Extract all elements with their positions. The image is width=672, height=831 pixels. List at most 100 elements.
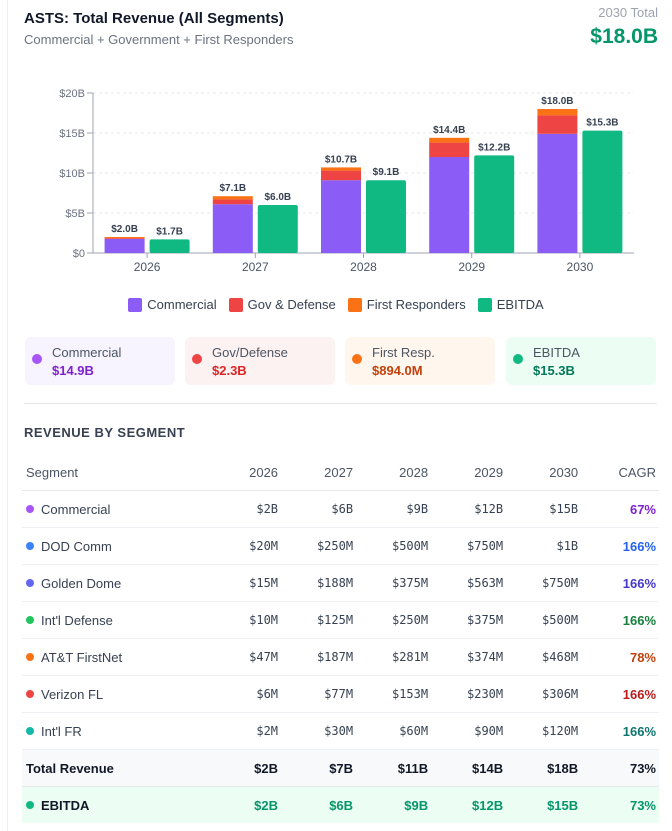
- card-dot: [352, 354, 362, 364]
- legend-label: Gov & Defense: [247, 297, 336, 312]
- bar-gov-defense: [537, 115, 578, 134]
- ebitda-label: $1.7B: [156, 226, 183, 237]
- bar-gov-defense: [212, 199, 253, 205]
- x-tick-label: 2030: [567, 260, 594, 274]
- summary-card-first-resp-: First Resp. $894.0M: [345, 337, 495, 385]
- segment-label: Int'l FR: [41, 723, 82, 739]
- segment-name: Total Revenue: [22, 749, 220, 787]
- value-cell: $18B: [506, 749, 582, 787]
- page-title: ASTS: Total Revenue (All Segments): [24, 10, 284, 27]
- value-cell: $500M: [356, 527, 432, 565]
- segment-name: Commercial: [22, 490, 220, 528]
- bar-ebitda: [582, 130, 623, 253]
- segment-label: Verizon FL: [41, 686, 104, 702]
- legend-item: EBITDA: [477, 297, 544, 312]
- card-dot: [513, 354, 523, 364]
- card-value: $894.0M: [372, 363, 423, 378]
- table-row: Golden Dome $15M $188M $375M $563M $750M 166%: [22, 564, 659, 602]
- value-cell: $90M: [431, 712, 507, 750]
- table-header-row: Segment 2026 2027 2028 2029 2030 CAGR: [22, 455, 659, 491]
- bar-commercial: [429, 157, 470, 253]
- value-cell: $14B: [431, 749, 507, 787]
- table-row: AT&T FirstNet $47M $187M $281M $374M $468M 78%: [22, 638, 659, 676]
- legend-swatch: [128, 297, 143, 312]
- value-cell: $20M: [219, 527, 282, 565]
- segment-label: AT&T FirstNet: [41, 649, 123, 665]
- value-cell: $250M: [281, 527, 357, 565]
- segment-table: Segment 2026 2027 2028 2029 2030 CAGR Commerci…: [22, 455, 659, 823]
- cagr-cell: 73%: [581, 749, 659, 787]
- segment-name: Int'l Defense: [22, 601, 220, 639]
- bar-first-responders: [212, 196, 253, 200]
- bar-ebitda: [149, 239, 190, 253]
- x-tick-label: 2027: [242, 260, 269, 274]
- total-label: 2030 Total: [598, 5, 658, 20]
- segment-name: DOD Comm: [22, 527, 220, 565]
- bar-gov-defense: [429, 142, 470, 157]
- value-cell: $12B: [431, 786, 507, 823]
- stack-total-label: $7.1B: [219, 183, 246, 194]
- legend-swatch: [228, 297, 243, 312]
- segment-dot: [26, 505, 34, 514]
- y-tick-label: $15B: [59, 128, 85, 140]
- card-value: $15.3B: [533, 363, 575, 378]
- column-header: 2027: [281, 455, 357, 491]
- value-cell: $2B: [219, 490, 282, 528]
- cagr-cell: 166%: [581, 675, 659, 713]
- bar-first-responders: [321, 167, 361, 171]
- table-row: Int'l Defense $10M $125M $250M $375M $500M 166…: [22, 601, 659, 639]
- card-label: EBITDA: [533, 345, 580, 360]
- column-header: CAGR: [581, 455, 659, 491]
- legend-label: First Responders: [366, 297, 466, 312]
- segment-label: Total Revenue: [26, 760, 114, 776]
- value-cell: $2B: [219, 749, 282, 787]
- legend-swatch: [477, 297, 492, 312]
- revenue-bar-chart: $0 $5B $10B $15B $20B $2.0B $1.7B 2026 $7.1B $6.0…: [59, 88, 634, 274]
- ebitda-label: $9.1B: [373, 167, 400, 178]
- left-border: [7, 0, 8, 831]
- card-dot: [192, 354, 202, 364]
- value-cell: $2B: [219, 786, 282, 823]
- value-cell: $500M: [506, 601, 582, 639]
- segment-label: Int'l Defense: [41, 612, 113, 628]
- card-label: Gov/Defense: [212, 345, 288, 360]
- value-cell: $2M: [219, 712, 282, 750]
- section-divider: [24, 403, 657, 404]
- value-cell: $1B: [506, 527, 582, 565]
- segment-label: Golden Dome: [41, 575, 122, 591]
- bar-ebitda: [257, 205, 298, 253]
- legend-item: Commercial: [128, 297, 217, 312]
- segment-dot: [26, 542, 34, 551]
- bar-first-responders: [104, 237, 145, 239]
- card-value: $2.3B: [212, 363, 247, 378]
- segment-label: Commercial: [41, 501, 111, 517]
- bar-commercial: [537, 133, 578, 253]
- bar-first-responders: [429, 137, 470, 143]
- value-cell: $60M: [356, 712, 432, 750]
- column-header: 2026: [219, 455, 282, 491]
- segment-dot: [26, 579, 34, 588]
- column-header: Segment: [22, 455, 220, 491]
- value-cell: $15B: [506, 490, 582, 528]
- cagr-cell: 78%: [581, 638, 659, 676]
- value-cell: $750M: [431, 527, 507, 565]
- value-cell: $187M: [281, 638, 357, 676]
- ebitda-label: $6.0B: [264, 192, 291, 203]
- bar-gov-defense: [321, 170, 361, 181]
- summary-card-ebitda: EBITDA $15.3B: [506, 337, 656, 385]
- cagr-cell: 166%: [581, 601, 659, 639]
- bar-commercial: [212, 204, 253, 253]
- value-cell: $375M: [356, 564, 432, 602]
- card-dot: [32, 354, 42, 364]
- segment-name: Verizon FL: [22, 675, 220, 713]
- value-cell: $15B: [506, 786, 582, 823]
- table-row: DOD Comm $20M $250M $500M $750M $1B 166%: [22, 527, 659, 565]
- value-cell: $12B: [431, 490, 507, 528]
- cagr-cell: 166%: [581, 527, 659, 565]
- stack-total-label: $2.0B: [111, 224, 138, 235]
- x-tick-label: 2029: [458, 260, 485, 274]
- y-tick-label: $20B: [59, 88, 85, 100]
- column-header: 2029: [431, 455, 507, 491]
- summary-card-commercial: Commercial $14.9B: [25, 337, 175, 385]
- summary-card-gov-defense: Gov/Defense $2.3B: [185, 337, 335, 385]
